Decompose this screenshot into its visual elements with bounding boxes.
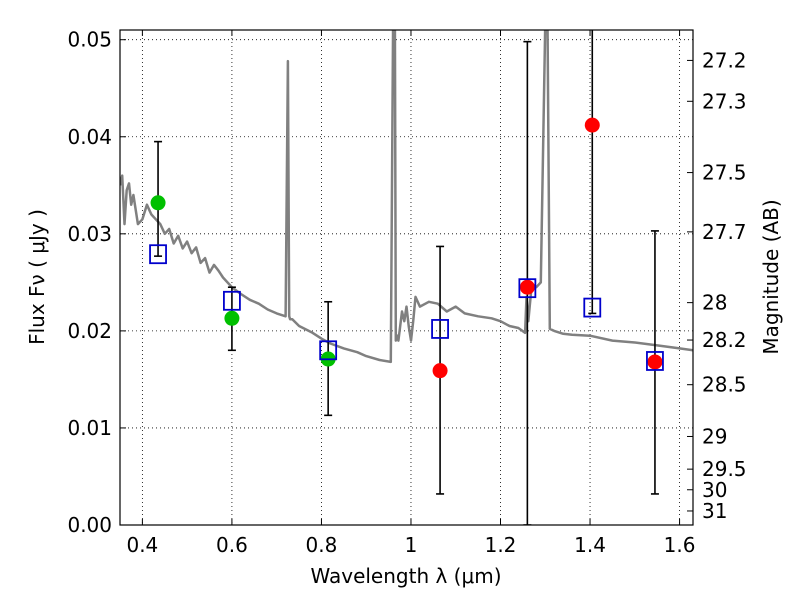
observed-flux-point-red [584, 117, 600, 133]
magnitude-tick-label: 28.2 [702, 328, 747, 352]
magnitude-tick-label: 27.3 [702, 89, 747, 113]
magnitude-tick-label: 27.5 [702, 161, 747, 185]
magnitude-tick-label: 30 [702, 478, 727, 502]
observed-flux-point-green [150, 195, 166, 211]
x-tick-label: 0.6 [216, 533, 248, 557]
observed-flux-point-red [647, 354, 663, 370]
model-flux-square [583, 297, 602, 318]
magnitude-tick-label: 29 [702, 424, 727, 448]
model-flux-square [149, 244, 167, 265]
plot-frame [119, 29, 694, 526]
sed-model-curve [120, 30, 693, 364]
y-tick-label: 0.02 [67, 319, 112, 343]
x-axis-label: Wavelength λ (μm) [310, 564, 501, 588]
y-axis-label: Flux Fν ( μJy ) [25, 209, 49, 345]
x-tick-label: 0.4 [126, 533, 158, 557]
magnitude-tick-label: 28.5 [702, 373, 747, 397]
magnitude-tick-label: 31 [702, 499, 727, 523]
y-tick-label: 0.04 [67, 125, 112, 149]
observed-flux-point-green [224, 310, 240, 326]
model-flux-square [646, 351, 664, 371]
model-flux-square [223, 290, 241, 311]
observed-flux-point-red [519, 279, 535, 295]
y-tick-label: 0.05 [67, 28, 112, 52]
magnitude-tick-label: 29.5 [702, 457, 747, 481]
magnitude-tick-label: 27.2 [702, 48, 747, 72]
x-tick-label: 0.8 [306, 533, 338, 557]
y-axis-ticks: 0.00 0.01 0.02 0.03 0.04 0.05 [67, 28, 126, 537]
x-tick-label: 1.4 [574, 533, 606, 557]
x-tick-label: 1.2 [485, 533, 517, 557]
y-tick-label: 0.03 [67, 222, 112, 246]
plot-area [120, 30, 693, 525]
y-tick-label: 0.00 [67, 513, 112, 537]
magnitude-tick-label: 28 [702, 291, 727, 315]
magnitude-tick-label: 27.7 [702, 220, 747, 244]
grid-lines [120, 30, 693, 525]
model-flux-square [431, 319, 449, 339]
x-tick-label: 1 [405, 533, 418, 557]
x-tick-label: 1.6 [664, 533, 696, 557]
model-flux-square [319, 340, 338, 361]
observed-flux-point-red [432, 363, 448, 379]
x-axis-ticks: 0.4 0.6 0.8 1 1.2 1.4 1.6 [126, 30, 695, 557]
magnitude-axis-label: Magnitude (AB) [759, 199, 783, 354]
model-flux-square [518, 278, 537, 299]
y-tick-label: 0.01 [67, 416, 112, 440]
